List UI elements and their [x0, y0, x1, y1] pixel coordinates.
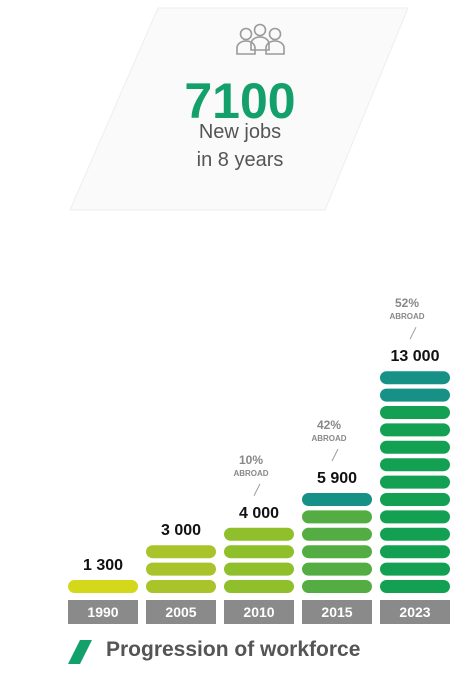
bar-segment	[380, 545, 450, 559]
bar-segment	[380, 440, 450, 454]
value-label-2023: 13 000	[391, 348, 440, 365]
headline-line-2: in 8 years	[196, 149, 284, 171]
bar-1990	[68, 580, 138, 593]
abroad-pointer-2023	[409, 326, 417, 340]
bar-2005	[146, 545, 216, 593]
footer-label: Progression of workforce	[106, 638, 361, 661]
headline-value: 7100	[184, 73, 296, 129]
year-box-2010	[224, 600, 294, 624]
bar-segment	[302, 562, 372, 576]
bar-segment	[302, 510, 372, 524]
bar-segment	[380, 406, 450, 419]
x-tick-label-2023: 2023	[399, 604, 430, 620]
bar-segment	[68, 580, 138, 593]
x-tick-label-2015: 2015	[321, 604, 352, 620]
bar-segment	[380, 388, 450, 402]
bar-segment	[380, 423, 450, 437]
x-tick-label-1990: 1990	[87, 604, 118, 620]
bar-segment	[224, 562, 294, 576]
headline-line-1: New jobs	[198, 121, 282, 143]
bar-segment	[302, 527, 372, 541]
bar-segment	[302, 493, 372, 506]
abroad-pointer-2015	[331, 448, 339, 462]
abroad-label-2015: ABROAD	[311, 434, 346, 443]
x-tick-label-2005: 2005	[165, 604, 196, 620]
year-box-2005	[146, 600, 216, 624]
bar-segment	[380, 562, 450, 576]
abroad-label-2023: ABROAD	[389, 312, 424, 321]
bar-segment	[302, 580, 372, 593]
value-label-1990: 1 300	[83, 557, 123, 574]
bar-segment	[380, 475, 450, 489]
footer-accent-icon	[68, 640, 92, 664]
bar-2015	[302, 493, 372, 593]
abroad-pct-2023: 52%	[395, 296, 419, 310]
bar-segment	[380, 458, 450, 472]
bar-segment	[146, 580, 216, 593]
x-tick-label-2010: 2010	[243, 604, 274, 620]
bar-2023	[380, 371, 450, 593]
bar-2010	[224, 527, 294, 593]
value-label-2005: 3 000	[161, 522, 201, 539]
value-label-2010: 4 000	[239, 505, 279, 522]
bar-segment	[146, 545, 216, 559]
abroad-pointer-2010	[253, 483, 261, 497]
bar-segment	[146, 562, 216, 576]
year-box-2023	[380, 600, 450, 624]
year-box-1990	[68, 600, 138, 624]
bar-segment	[224, 580, 294, 593]
bar-segment	[224, 545, 294, 559]
abroad-pct-2015: 42%	[317, 418, 341, 432]
bar-segment	[224, 527, 294, 541]
abroad-label-2010: ABROAD	[233, 469, 268, 478]
value-label-2015: 5 900	[317, 470, 357, 487]
headline-card	[69, 7, 409, 211]
abroad-pct-2010: 10%	[239, 453, 263, 467]
bar-segment	[380, 371, 450, 385]
bar-segment	[380, 527, 450, 541]
bar-segment	[380, 510, 450, 524]
bar-segment	[380, 580, 450, 593]
year-box-2015	[302, 600, 372, 624]
people-group-icon	[236, 23, 285, 55]
bar-segment	[380, 493, 450, 506]
bar-segment	[302, 545, 372, 559]
